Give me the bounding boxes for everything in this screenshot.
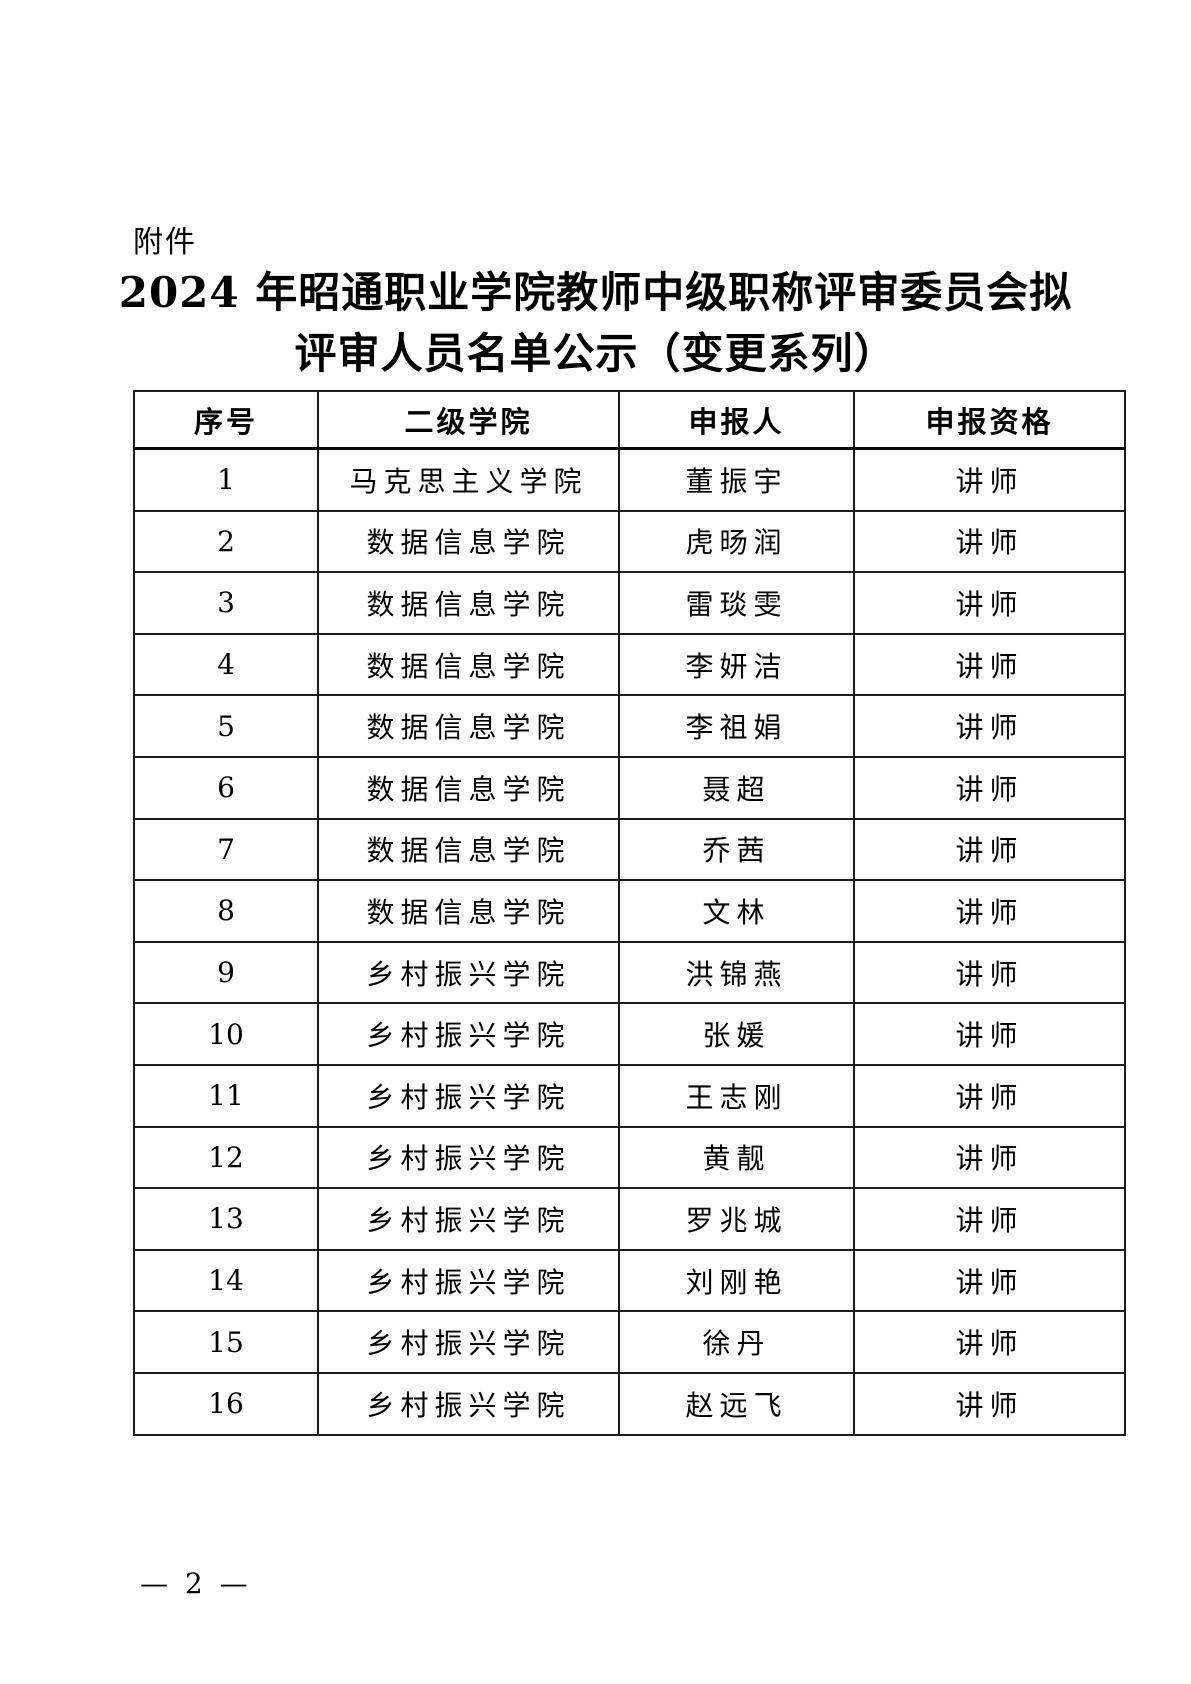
- cell-applicant: 虎旸润: [618, 509, 855, 574]
- cell-applicant: 赵远飞: [618, 1371, 855, 1436]
- cell-seq: 1: [133, 447, 319, 512]
- cell-college: 乡村振兴学院: [317, 1187, 620, 1251]
- cell-college: 乡村振兴学院: [317, 1063, 620, 1128]
- cell-qualification: 讲师: [853, 1187, 1126, 1251]
- table-row: 7 数据信息学院 乔茜 讲师: [133, 817, 1126, 882]
- cell-applicant: 王志刚: [618, 1063, 855, 1128]
- cell-college: 数据信息学院: [317, 694, 620, 758]
- table-row: 8 数据信息学院 文林 讲师: [133, 879, 1126, 943]
- attachment-label: 附件: [133, 225, 197, 260]
- cell-seq: 13: [133, 1187, 319, 1251]
- cell-seq: 6: [133, 755, 319, 820]
- cell-qualification: 讲师: [853, 1371, 1126, 1436]
- column-header-college: 二级学院: [317, 390, 620, 450]
- cell-seq: 3: [133, 571, 319, 635]
- cell-qualification: 讲师: [853, 1063, 1126, 1128]
- column-header-seq: 序号: [133, 390, 319, 450]
- document-title-line2: 评审人员名单公示（变更系列）: [294, 329, 897, 378]
- table-row: 9 乡村振兴学院 洪锦燕 讲师: [133, 940, 1126, 1005]
- cell-applicant: 黄靓: [618, 1125, 855, 1190]
- cell-applicant: 聂超: [618, 755, 855, 820]
- page-number: — 2 —: [140, 1567, 252, 1600]
- cell-college: 乡村振兴学院: [317, 1310, 620, 1374]
- cell-qualification: 讲师: [853, 879, 1126, 943]
- cell-qualification: 讲师: [853, 571, 1126, 635]
- cell-applicant: 董振宇: [618, 447, 855, 512]
- cell-seq: 2: [133, 509, 319, 574]
- cell-qualification: 讲师: [853, 694, 1126, 758]
- cell-qualification: 讲师: [853, 1002, 1126, 1066]
- cell-college: 马克思主义学院: [317, 447, 620, 512]
- cell-applicant: 文林: [618, 879, 855, 943]
- cell-qualification: 讲师: [853, 447, 1126, 512]
- cell-qualification: 讲师: [853, 1310, 1126, 1374]
- table-row: 4 数据信息学院 李妍洁 讲师: [133, 632, 1126, 697]
- table-row: 14 乡村振兴学院 刘刚艳 讲师: [133, 1248, 1126, 1313]
- cell-college: 数据信息学院: [317, 817, 620, 882]
- cell-seq: 14: [133, 1248, 319, 1313]
- document-title-line1: 2024 年昭通职业学院教师中级职称评审委员会拟: [118, 268, 1073, 317]
- table-row: 3 数据信息学院 雷琰雯 讲师: [133, 571, 1126, 635]
- cell-college: 数据信息学院: [317, 571, 620, 635]
- table-row: 11 乡村振兴学院 王志刚 讲师: [133, 1063, 1126, 1128]
- table-row: 10 乡村振兴学院 张媛 讲师: [133, 1002, 1126, 1066]
- cell-seq: 15: [133, 1310, 319, 1374]
- cell-applicant: 刘刚艳: [618, 1248, 855, 1313]
- document-title: 2024 年昭通职业学院教师中级职称评审委员会拟 评审人员名单公示（变更系列）: [0, 262, 1191, 384]
- cell-qualification: 讲师: [853, 509, 1126, 574]
- column-header-applicant: 申报人: [618, 390, 855, 450]
- cell-applicant: 洪锦燕: [618, 940, 855, 1005]
- cell-applicant: 罗兆城: [618, 1187, 855, 1251]
- cell-college: 乡村振兴学院: [317, 940, 620, 1005]
- cell-seq: 4: [133, 632, 319, 697]
- cell-college: 数据信息学院: [317, 879, 620, 943]
- cell-seq: 11: [133, 1063, 319, 1128]
- cell-applicant: 李祖娟: [618, 694, 855, 758]
- cell-qualification: 讲师: [853, 1248, 1126, 1313]
- cell-qualification: 讲师: [853, 1125, 1126, 1190]
- table-header-row: 序号 二级学院 申报人 申报资格: [133, 390, 1126, 450]
- cell-applicant: 乔茜: [618, 817, 855, 882]
- cell-college: 乡村振兴学院: [317, 1125, 620, 1190]
- cell-seq: 5: [133, 694, 319, 758]
- cell-qualification: 讲师: [853, 817, 1126, 882]
- table-body: 1 马克思主义学院 董振宇 讲师 2 数据信息学院 虎旸润 讲师 3 数据信息学…: [133, 447, 1126, 1436]
- cell-college: 数据信息学院: [317, 755, 620, 820]
- cell-seq: 8: [133, 879, 319, 943]
- cell-seq: 16: [133, 1371, 319, 1436]
- table-row: 6 数据信息学院 聂超 讲师: [133, 755, 1126, 820]
- table-row: 15 乡村振兴学院 徐丹 讲师: [133, 1310, 1126, 1374]
- cell-college: 数据信息学院: [317, 632, 620, 697]
- cell-college: 数据信息学院: [317, 509, 620, 574]
- cell-seq: 9: [133, 940, 319, 1005]
- review-candidates-table: 序号 二级学院 申报人 申报资格 1 马克思主义学院 董振宇 讲师 2 数据信息…: [133, 390, 1126, 1436]
- cell-qualification: 讲师: [853, 755, 1126, 820]
- table-row: 12 乡村振兴学院 黄靓 讲师: [133, 1125, 1126, 1190]
- table-row: 5 数据信息学院 李祖娟 讲师: [133, 694, 1126, 758]
- cell-seq: 7: [133, 817, 319, 882]
- table-row: 1 马克思主义学院 董振宇 讲师: [133, 447, 1126, 512]
- cell-qualification: 讲师: [853, 632, 1126, 697]
- cell-college: 乡村振兴学院: [317, 1002, 620, 1066]
- cell-college: 乡村振兴学院: [317, 1248, 620, 1313]
- cell-applicant: 雷琰雯: [618, 571, 855, 635]
- cell-seq: 12: [133, 1125, 319, 1190]
- cell-qualification: 讲师: [853, 940, 1126, 1005]
- cell-applicant: 张媛: [618, 1002, 855, 1066]
- column-header-qualification: 申报资格: [853, 390, 1126, 450]
- table-row: 16 乡村振兴学院 赵远飞 讲师: [133, 1371, 1126, 1436]
- table-row: 2 数据信息学院 虎旸润 讲师: [133, 509, 1126, 574]
- cell-seq: 10: [133, 1002, 319, 1066]
- table-row: 13 乡村振兴学院 罗兆城 讲师: [133, 1187, 1126, 1251]
- cell-applicant: 徐丹: [618, 1310, 855, 1374]
- cell-applicant: 李妍洁: [618, 632, 855, 697]
- cell-college: 乡村振兴学院: [317, 1371, 620, 1436]
